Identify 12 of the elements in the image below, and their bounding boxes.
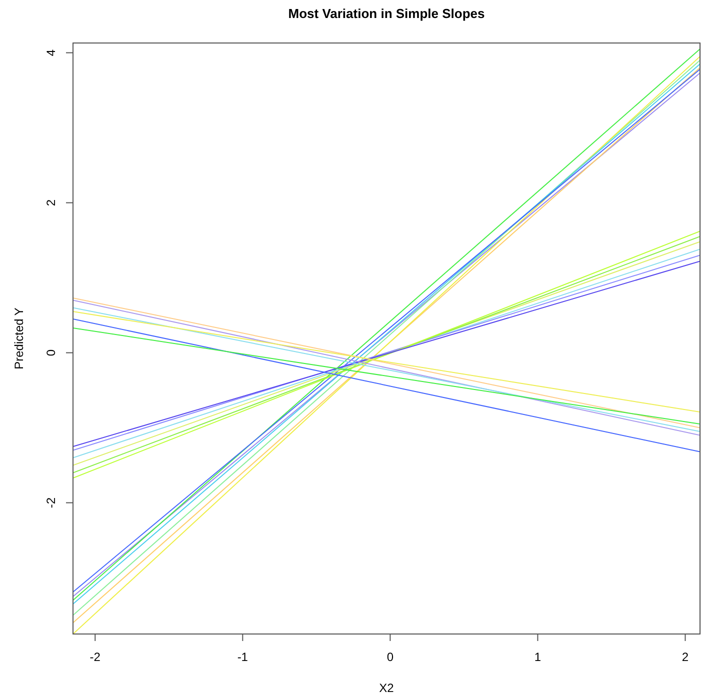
y-tick-label: 4 [44,49,58,56]
chart-title: Most Variation in Simple Slopes [288,6,485,21]
x-tick-label: -1 [237,650,248,664]
x-axis-title: X2 [379,681,394,695]
x-tick-label: 0 [386,650,394,664]
y-tick-label: -2 [44,497,58,508]
y-axis-title: Predicted Y [12,308,26,370]
x-tick-label: 2 [682,650,689,664]
x-tick-label: 1 [534,650,542,664]
x-tick-label: -2 [90,650,101,664]
y-tick-label: 0 [44,349,58,356]
y-tick-label: 2 [44,199,58,206]
